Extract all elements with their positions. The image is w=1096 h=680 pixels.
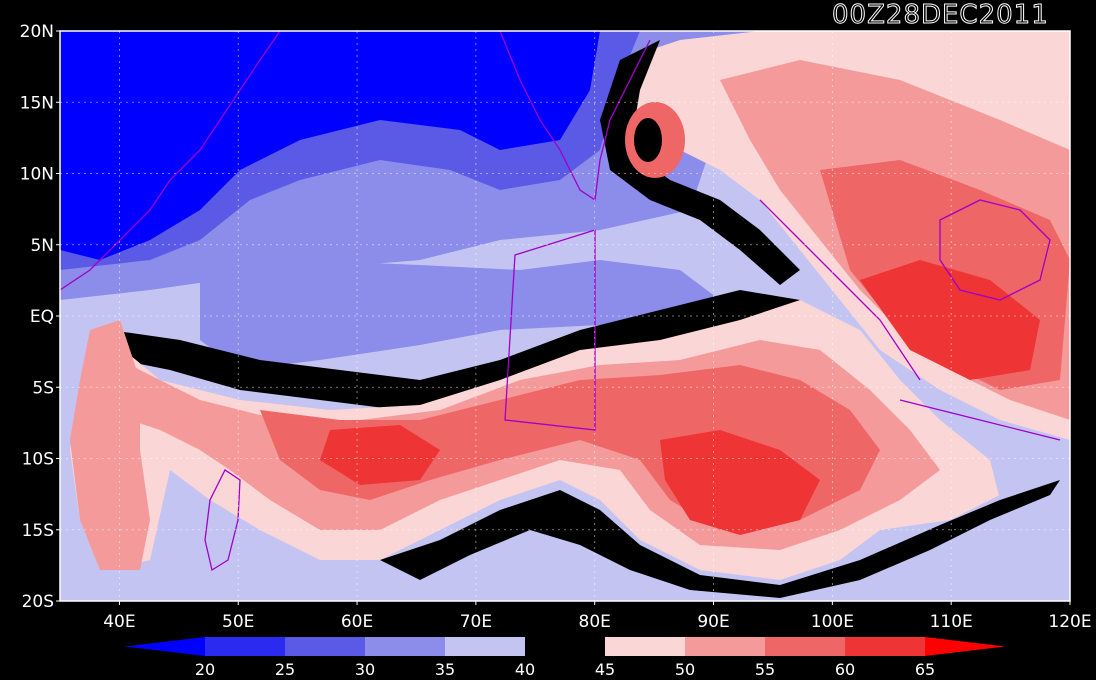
eez-polygon	[504, 229, 596, 431]
red-plume-core	[660, 430, 820, 535]
lon-label: 120E	[1048, 612, 1091, 632]
colorbar-label: 60	[835, 660, 855, 679]
lat-label: 20S	[22, 592, 54, 612]
map-timestamp: 00Z28DEC2011	[832, 0, 1049, 31]
colorbar-label: 45	[595, 660, 615, 679]
mid-blue-band	[200, 260, 720, 370]
coastline-madagascar	[204, 469, 241, 572]
colorbar-swatch	[685, 637, 766, 656]
colorbar-swatch	[765, 637, 846, 656]
coastline-india	[499, 31, 651, 202]
coastline-sumatra	[759, 199, 921, 381]
grid-lines	[60, 31, 1070, 601]
colorbar-swatch	[205, 637, 286, 656]
colorbar-label: 20	[195, 660, 215, 679]
lon-label: 60E	[341, 612, 373, 632]
black-cell-bay	[634, 118, 662, 162]
latitude-axis: 20N 15N 10N 5N EQ 5S 10S 15S 20S	[20, 22, 60, 612]
lat-label: 5N	[30, 236, 54, 256]
lon-label: 40E	[103, 612, 135, 632]
colorbar-label: 35	[435, 660, 455, 679]
coastlines	[60, 31, 1061, 572]
red-west-africa	[70, 320, 150, 570]
longitude-axis: 40E 50E 60E 70E 80E 90E 100E 110E 120E	[103, 601, 1092, 632]
colorbar-arrow-low	[125, 637, 205, 656]
blue-south	[60, 470, 1070, 601]
lon-label: 50E	[222, 612, 254, 632]
colorbar-swatch	[445, 637, 526, 656]
colorbar-swatch	[285, 637, 366, 656]
black-band-central	[110, 290, 820, 410]
lat-label: 10N	[20, 165, 54, 185]
lat-label: EQ	[30, 307, 54, 327]
lon-label: 70E	[460, 612, 492, 632]
colorbar-swatch	[525, 637, 606, 656]
coastline-africa	[60, 31, 281, 291]
colorbar-label: 65	[915, 660, 935, 679]
colorbar-swatch	[845, 637, 926, 656]
lat-label: 15N	[20, 93, 54, 113]
coastline-borneo	[939, 199, 1051, 301]
lat-label: 20N	[20, 22, 54, 42]
colorbar-label: 30	[355, 660, 375, 679]
lon-label: 110E	[930, 612, 973, 632]
deep-blue-north	[60, 31, 600, 260]
colorbar-label: 25	[275, 660, 295, 679]
colorbar-label: 55	[755, 660, 775, 679]
colorbar-swatch	[605, 637, 686, 656]
colorbar-label: 50	[675, 660, 695, 679]
lon-label: 90E	[697, 612, 729, 632]
lat-label: 5S	[32, 378, 54, 398]
lat-label: 10S	[22, 450, 54, 470]
lon-label: 100E	[811, 612, 854, 632]
colorbar-swatch	[365, 637, 446, 656]
red-northeast-core	[860, 260, 1040, 380]
colorbar: 20 25 30 35 40 45 50 55 60 65	[125, 637, 1005, 679]
coastline-java	[899, 399, 1061, 441]
colorbar-arrow-high	[925, 637, 1005, 656]
black-northeast-edge	[600, 40, 800, 285]
black-south-edge	[380, 480, 1060, 598]
lat-label: 15S	[22, 521, 54, 541]
lon-label: 80E	[579, 612, 611, 632]
colorbar-label: 40	[515, 660, 535, 679]
red-core-west	[320, 425, 440, 485]
